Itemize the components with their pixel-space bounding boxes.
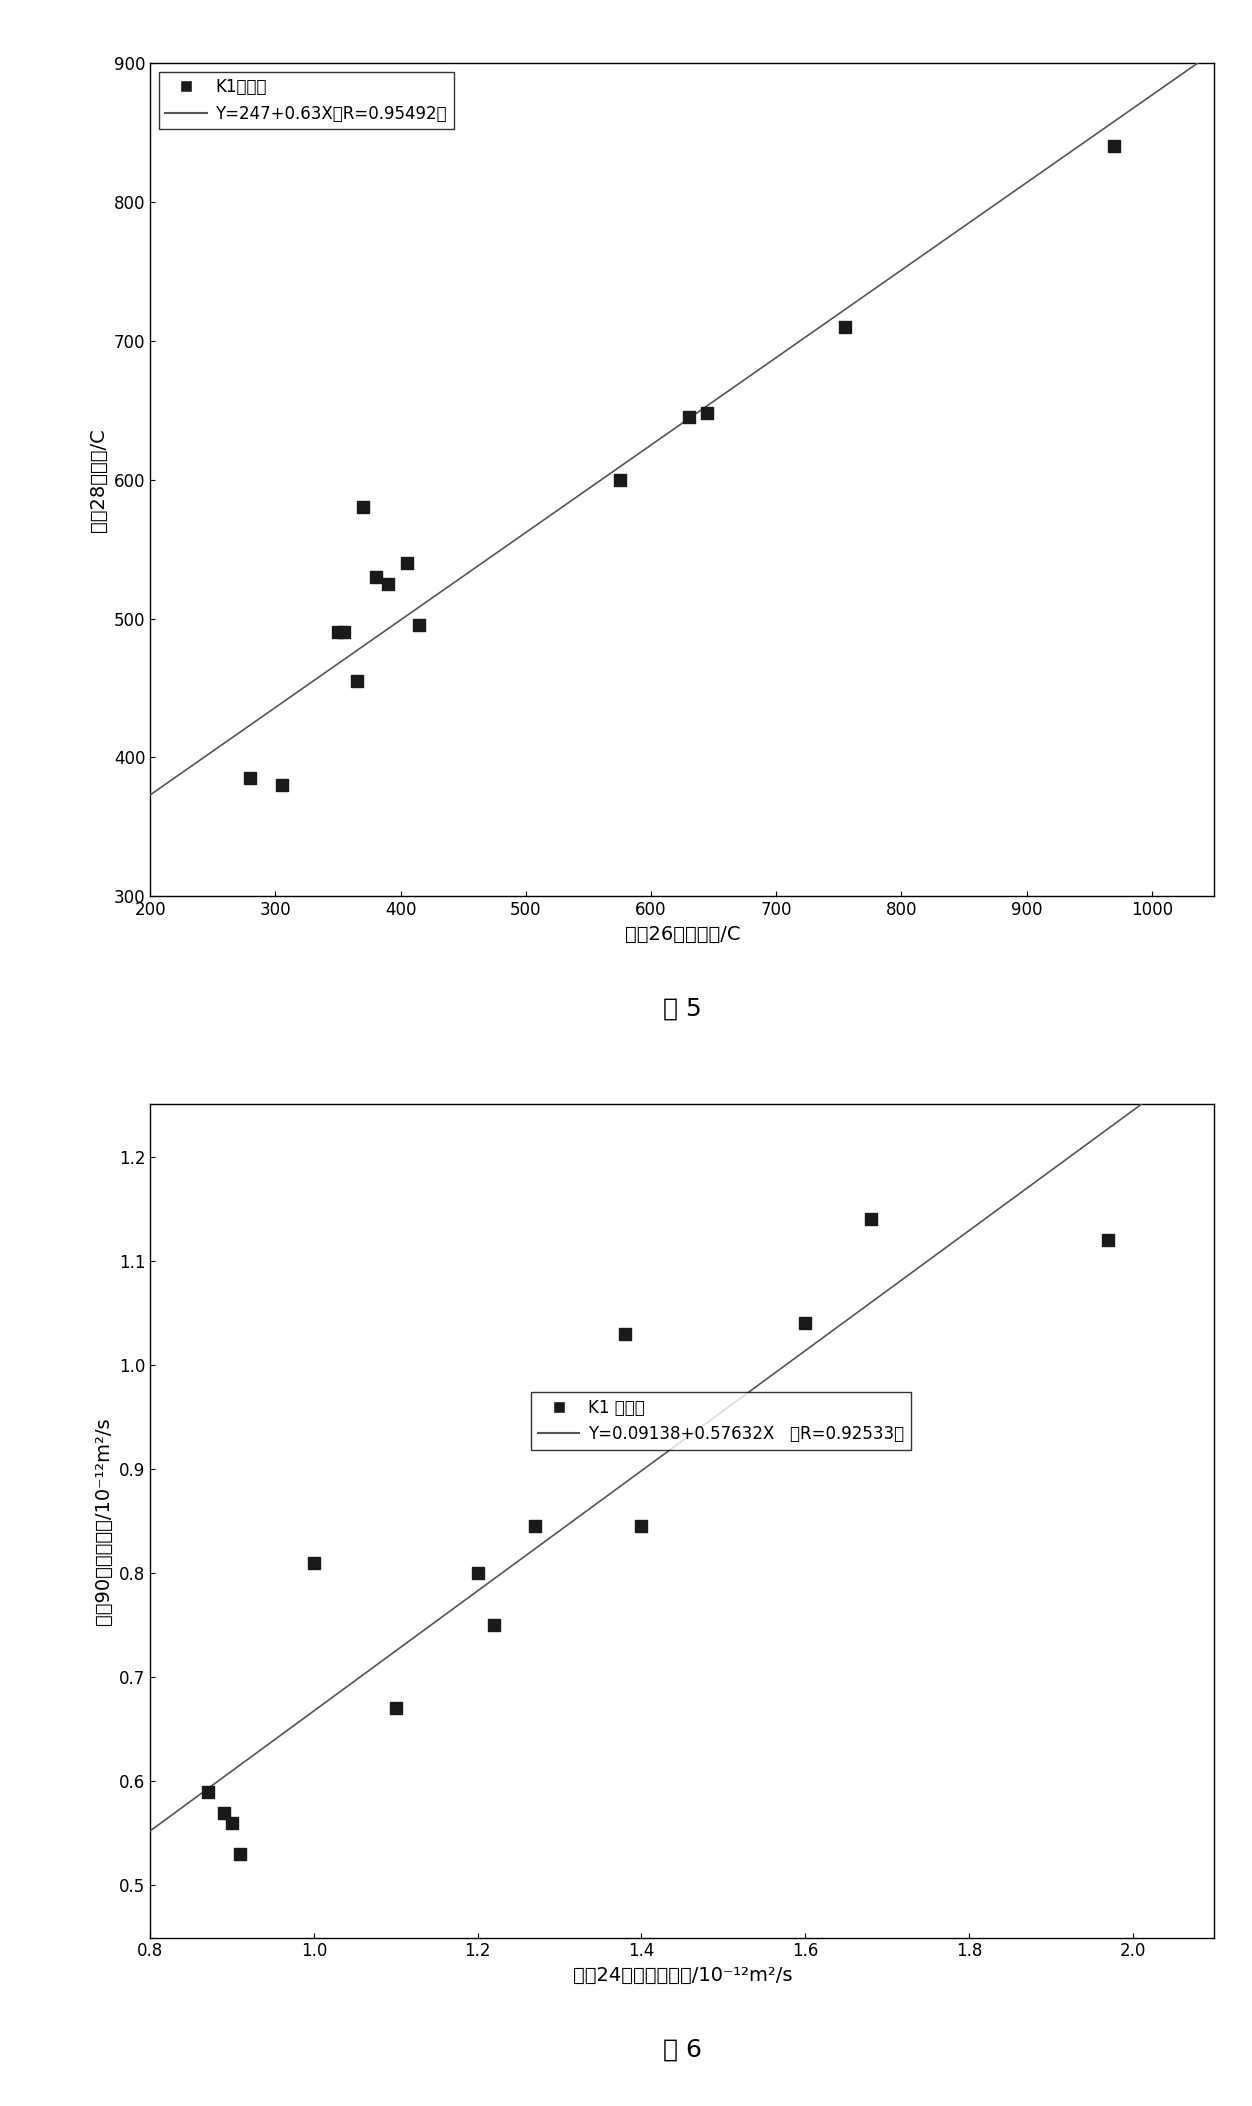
Point — [860, 1203, 880, 1236]
Point — [835, 310, 855, 343]
Point — [615, 1316, 635, 1350]
Point — [378, 567, 398, 600]
Point — [353, 491, 373, 524]
X-axis label: 热典26小时电量/C: 热典26小时电量/C — [625, 925, 740, 943]
Point — [631, 1510, 651, 1544]
Point — [795, 1306, 815, 1339]
X-axis label: 热典24小时扩散系数/10⁻¹²m²/s: 热典24小时扩散系数/10⁻¹²m²/s — [572, 1965, 793, 1986]
Point — [485, 1609, 505, 1643]
Point — [334, 615, 354, 649]
Point — [468, 1556, 488, 1590]
Legend: K1 混凝土, Y=0.09138+0.57632X   （R=0.92533）: K1 混凝土, Y=0.09138+0.57632X （R=0.92533） — [531, 1392, 910, 1449]
Point — [198, 1775, 218, 1809]
Point — [1104, 131, 1124, 164]
Y-axis label: 标典90天扩散系数/10⁻¹²m²/s: 标典90天扩散系数/10⁻¹²m²/s — [94, 1417, 114, 1626]
Point — [304, 1546, 324, 1580]
Point — [610, 463, 630, 497]
Point — [697, 396, 717, 430]
Point — [386, 1691, 406, 1725]
Point — [1098, 1224, 1118, 1257]
Legend: K1混凝土, Y=247+0.63X（R=0.95492）: K1混凝土, Y=247+0.63X（R=0.95492） — [159, 72, 453, 128]
Point — [222, 1807, 242, 1841]
Point — [525, 1510, 545, 1544]
Y-axis label: 标典28天电量/C: 标典28天电量/C — [89, 428, 108, 531]
Point — [272, 769, 292, 802]
Point — [366, 560, 386, 594]
Point — [328, 615, 348, 649]
Point — [409, 609, 429, 642]
Point — [347, 663, 367, 697]
Point — [230, 1836, 250, 1870]
Text: 图 6: 图 6 — [662, 2037, 702, 2062]
Point — [679, 400, 699, 434]
Text: 图 5: 图 5 — [664, 996, 701, 1019]
Point — [214, 1796, 234, 1830]
Point — [397, 545, 417, 579]
Point — [240, 762, 260, 796]
